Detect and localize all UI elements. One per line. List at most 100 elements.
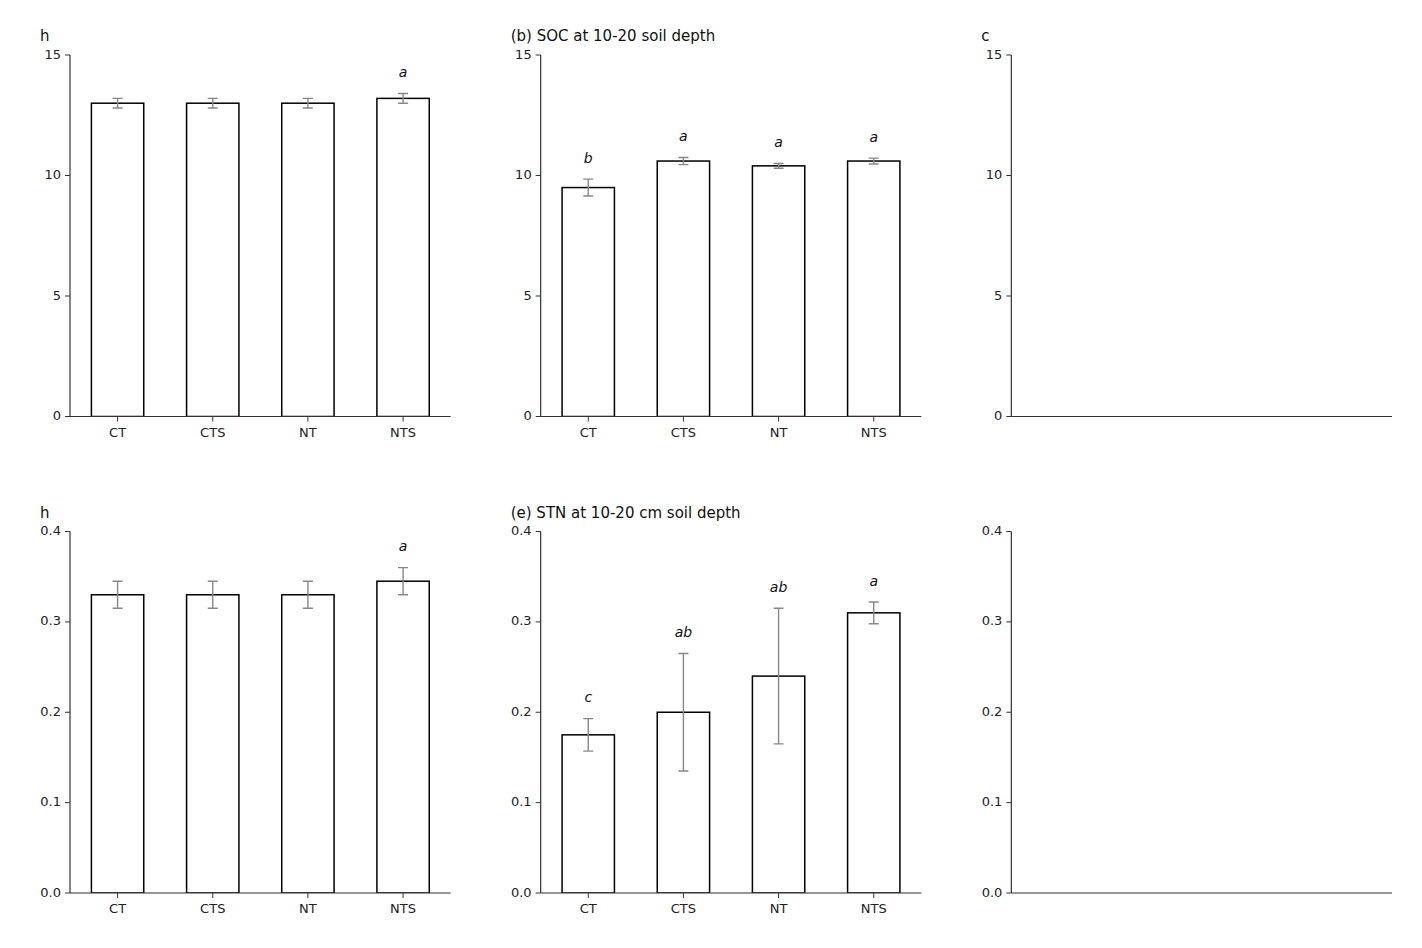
error-line — [873, 158, 874, 164]
error-cap — [869, 623, 879, 624]
y-tick-label: 0 — [523, 408, 531, 423]
x-axis — [70, 892, 451, 893]
marks — [91, 94, 429, 417]
significance-letter: a — [774, 134, 783, 150]
error-bar — [113, 98, 123, 108]
bar — [377, 581, 429, 893]
title: h — [40, 27, 50, 45]
y-tick — [1006, 893, 1011, 894]
error-line — [683, 654, 684, 771]
y-tick-label: 5 — [53, 288, 61, 303]
bar — [562, 188, 614, 417]
x-axis — [70, 416, 451, 417]
y-tick-label: 5 — [994, 288, 1002, 303]
marks — [91, 568, 429, 893]
x-tick — [778, 893, 779, 898]
error-cap — [583, 178, 593, 179]
y-tick-label: 0.4 — [511, 523, 532, 538]
error-cap — [869, 157, 879, 158]
error-line — [117, 98, 118, 108]
y-tick — [65, 621, 70, 622]
y-tick-label: 0.4 — [982, 523, 1003, 538]
y-tick — [1006, 531, 1011, 532]
error-cap — [774, 168, 784, 169]
panel: 051015c — [981, 27, 1392, 423]
y-tick — [536, 55, 541, 56]
error-bar — [583, 719, 593, 752]
bar — [848, 613, 900, 893]
significance-letter: a — [869, 573, 878, 589]
y-tick — [65, 802, 70, 803]
error-cap — [774, 608, 784, 609]
x-tick-label: CTS — [200, 425, 225, 440]
y-tick-label: 0.4 — [40, 523, 61, 538]
error-cap — [678, 653, 688, 654]
panel: 051015baaaCTCTSNTNTS(b) SOC at 10-20 soi… — [511, 27, 922, 440]
y-tick-label: 0 — [53, 408, 61, 423]
x-tick-label: NT — [299, 901, 317, 916]
x-tick — [212, 893, 213, 898]
panel: 0.00.10.20.30.4 — [982, 523, 1392, 900]
y-tick — [1006, 621, 1011, 622]
y-tick-label: 0.1 — [982, 794, 1003, 809]
error-cap — [869, 601, 879, 602]
x-tick — [307, 417, 308, 422]
error-line — [873, 602, 874, 624]
y-tick-label: 0.1 — [511, 794, 532, 809]
y-tick-label: 0.2 — [982, 704, 1003, 719]
y-tick-label: 0 — [994, 408, 1002, 423]
bar — [752, 166, 804, 417]
x-tick-label: CT — [580, 901, 597, 916]
title: (b) SOC at 10-20 soil depth — [511, 27, 716, 45]
error-bar — [398, 568, 408, 595]
error-line — [307, 98, 308, 108]
y-axis — [540, 55, 541, 417]
error-line — [307, 581, 308, 608]
figure: 051015aCTCTSNTNTSh051015baaaCTCTSNTNTS(b… — [0, 0, 1422, 948]
error-cap — [208, 608, 218, 609]
panel: 051015aCTCTSNTNTSh — [40, 27, 451, 440]
y-tick — [65, 712, 70, 713]
y-tick-label: 10 — [986, 167, 1003, 182]
error-cap — [678, 770, 688, 771]
error-cap — [303, 608, 313, 609]
y-tick-label: 0.0 — [982, 885, 1003, 900]
y-tick — [1006, 416, 1011, 417]
error-cap — [303, 98, 313, 99]
x-tick — [117, 893, 118, 898]
y-tick — [536, 802, 541, 803]
x-tick — [588, 417, 589, 422]
y-axis — [69, 532, 70, 894]
significance-letter: ab — [675, 624, 693, 640]
bar — [377, 98, 429, 416]
y-tick — [536, 175, 541, 176]
error-cap — [113, 107, 123, 108]
error-cap — [303, 107, 313, 108]
bar — [187, 595, 239, 893]
error-cap — [398, 102, 408, 103]
marks — [562, 602, 900, 893]
y-tick — [1006, 712, 1011, 713]
error-bar — [303, 98, 313, 108]
error-line — [402, 568, 403, 595]
x-axis — [1011, 416, 1392, 417]
y-tick — [536, 416, 541, 417]
error-cap — [113, 608, 123, 609]
error-cap — [774, 163, 784, 164]
x-axis — [541, 892, 922, 893]
title: (e) STN at 10-20 cm soil depth — [511, 504, 741, 522]
error-cap — [208, 107, 218, 108]
y-tick — [1006, 802, 1011, 803]
y-tick-label: 0.2 — [40, 704, 61, 719]
panel: 0.00.10.20.30.4aCTCTSNTNTSh — [40, 504, 451, 917]
y-axis — [540, 532, 541, 894]
x-tick-label: CT — [109, 901, 126, 916]
y-tick — [1006, 175, 1011, 176]
bar — [91, 103, 143, 416]
significance-letter: a — [679, 128, 688, 144]
error-cap — [113, 98, 123, 99]
error-cap — [869, 163, 879, 164]
x-tick-label: NTS — [390, 425, 416, 440]
y-tick-label: 0.2 — [511, 704, 532, 719]
y-tick — [65, 416, 70, 417]
